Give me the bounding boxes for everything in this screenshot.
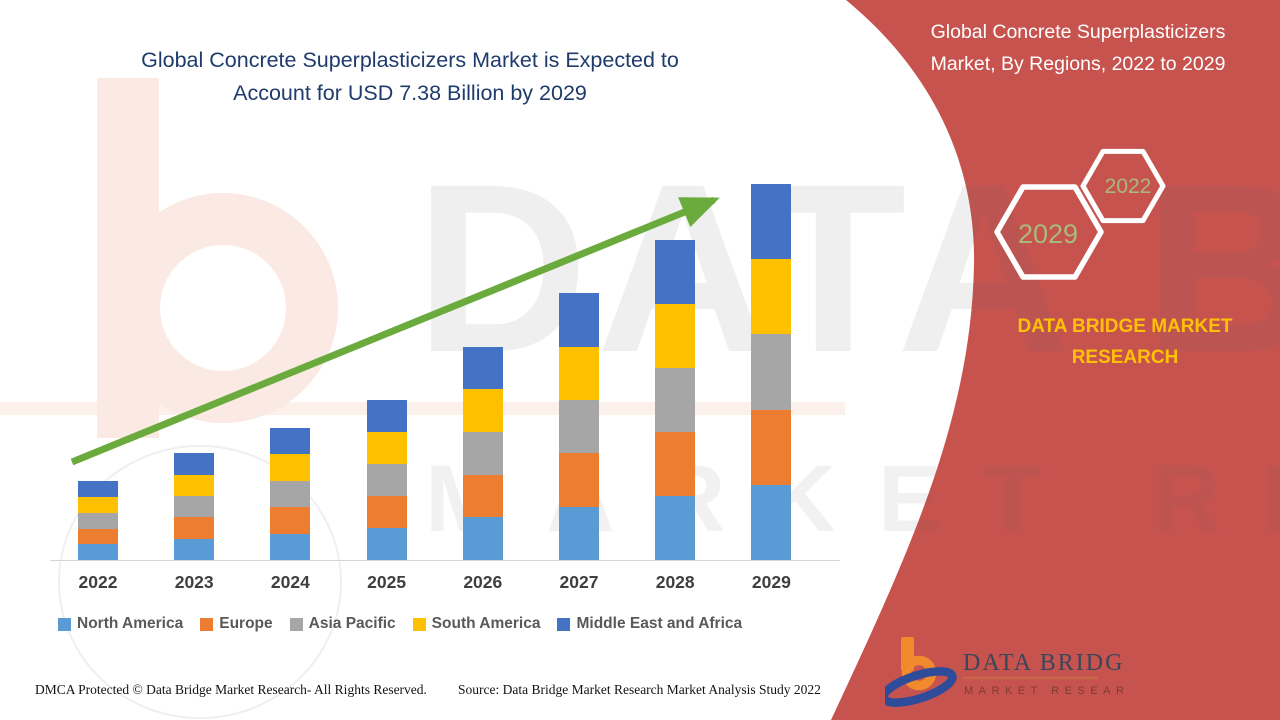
brand-name-line1: DATA BRIDGE MARKET	[1017, 316, 1233, 337]
bar-segment-europe-2026	[462, 474, 503, 518]
chart-legend: North America Europe Asia Pacific South Ame…	[58, 615, 742, 633]
brand-name-line2: RESEARCH	[1071, 347, 1179, 369]
bar-segment-north-america-2025	[366, 528, 407, 560]
year-hexagons	[994, 148, 1166, 280]
databridge-logo: DATA BRIDGE MARKET RESEARCH	[885, 637, 1125, 707]
legend-item-south-america: South America	[412, 615, 541, 633]
bar-segment-north-america-2022	[78, 544, 118, 560]
bar-segment-middle-east-and-africa-2026	[462, 346, 503, 390]
legend-swatch-asia-pacific	[289, 618, 303, 631]
x-axis-label-2029: 2029	[751, 572, 791, 592]
legend-item-europe: Europe	[200, 615, 273, 633]
bar-segment-south-america-2028	[655, 303, 696, 368]
legend-label: Europe	[219, 615, 273, 632]
hexagon-2022-label: 2022	[1104, 175, 1152, 198]
chart-title-line2: Account for USD 7.38 Billion by 2029	[233, 81, 587, 106]
bar-segment-asia-pacific-2028	[655, 367, 696, 432]
x-axis-label-2028: 2028	[655, 572, 695, 592]
legend-item-north-america: North America	[58, 615, 183, 633]
bar-segment-south-america-2026	[462, 389, 503, 432]
bar-segment-europe-2028	[655, 432, 696, 496]
red-panel-shape	[831, 0, 1280, 720]
bar-segment-south-america-2027	[559, 346, 599, 400]
x-axis-label-2026: 2026	[463, 572, 503, 592]
x-axis-label-2024: 2024	[270, 572, 310, 592]
bar-segment-north-america-2028	[655, 496, 696, 560]
bar-segment-europe-2022	[78, 528, 118, 545]
legend-label: Asia Pacific	[308, 615, 396, 632]
dmca-copyright-text: DMCA Protected © Data Bridge Market Rese…	[35, 682, 427, 697]
bar-segment-europe-2025	[366, 496, 407, 528]
bar-segment-north-america-2024	[270, 533, 311, 560]
legend-item-middle-east-and-africa: Middle East and Africa	[557, 615, 742, 633]
bar-segment-asia-pacific-2027	[559, 400, 599, 454]
legend-swatch-middle-east-and-africa	[557, 618, 571, 631]
bar-segment-europe-2024	[270, 507, 311, 534]
legend-swatch-south-america	[412, 618, 426, 631]
logo-swoosh	[885, 667, 957, 707]
logo-tagline: MARKET RESEARCH	[964, 685, 1125, 697]
legend-label: South America	[431, 615, 541, 632]
panel-heading-line1: Global Concrete Superplasticizers	[930, 21, 1226, 43]
bar-segment-north-america-2029	[751, 484, 792, 560]
bar-segment-asia-pacific-2022	[78, 512, 118, 529]
bar-segment-middle-east-and-africa-2028	[655, 239, 696, 304]
bar-segment-middle-east-and-africa-2023	[174, 453, 215, 475]
source-citation-text: Source: Data Bridge Market Research Mark…	[458, 682, 821, 697]
bar-segment-middle-east-and-africa-2022	[78, 481, 118, 498]
x-axis-label-2025: 2025	[367, 572, 407, 592]
hexagon-2022	[1080, 148, 1166, 224]
bar-segment-asia-pacific-2029	[751, 334, 792, 410]
bar-segment-north-america-2026	[462, 517, 503, 560]
legend-label: North America	[77, 615, 184, 632]
x-axis-label-2023: 2023	[174, 572, 214, 592]
bar-chart-plot-area	[50, 168, 840, 561]
bar-segment-middle-east-and-africa-2025	[366, 399, 407, 432]
bar-segment-europe-2023	[174, 517, 215, 539]
bar-segment-north-america-2027	[559, 506, 599, 560]
chart-title: Global Concrete Superplasticizers Market…	[70, 44, 750, 111]
bar-segment-middle-east-and-africa-2024	[270, 427, 311, 455]
bar-segment-asia-pacific-2025	[366, 464, 407, 496]
bar-segment-south-america-2029	[751, 259, 792, 335]
bar-segment-south-america-2023	[174, 474, 215, 496]
panel-heading-line2: Market, By Regions, 2022 to 2029	[930, 53, 1226, 76]
brand-name-text: DATA BRIDGE MARKET RESEARCH	[955, 311, 1280, 374]
legend-swatch-europe	[200, 618, 214, 631]
bar-segment-south-america-2025	[366, 432, 407, 464]
bar-segment-middle-east-and-africa-2027	[559, 293, 599, 347]
chart-title-line1: Global Concrete Superplasticizers Market…	[141, 48, 679, 72]
panel-heading: Global Concrete Superplasticizers Market…	[880, 16, 1276, 80]
logo-wordmark: DATA BRIDGE	[963, 650, 1125, 676]
legend-swatch-north-america	[58, 618, 71, 631]
hexagon-2029-label: 2029	[1017, 219, 1079, 249]
bar-segment-europe-2029	[751, 409, 792, 485]
bar-segment-south-america-2024	[270, 454, 311, 481]
legend-label: Middle East and Africa	[576, 615, 743, 632]
x-axis-label-2022: 2022	[78, 572, 118, 592]
x-axis-label-2027: 2027	[559, 572, 599, 592]
bar-segment-europe-2027	[559, 453, 599, 507]
bar-segment-south-america-2022	[78, 497, 118, 513]
hexagon-2029	[994, 184, 1104, 280]
bar-segment-middle-east-and-africa-2029	[751, 184, 792, 260]
legend-item-asia-pacific: Asia Pacific	[289, 615, 396, 633]
bar-segment-north-america-2023	[174, 538, 215, 560]
bar-segment-asia-pacific-2024	[270, 480, 311, 508]
bar-segment-asia-pacific-2023	[174, 496, 215, 518]
bar-segment-asia-pacific-2026	[462, 431, 503, 475]
